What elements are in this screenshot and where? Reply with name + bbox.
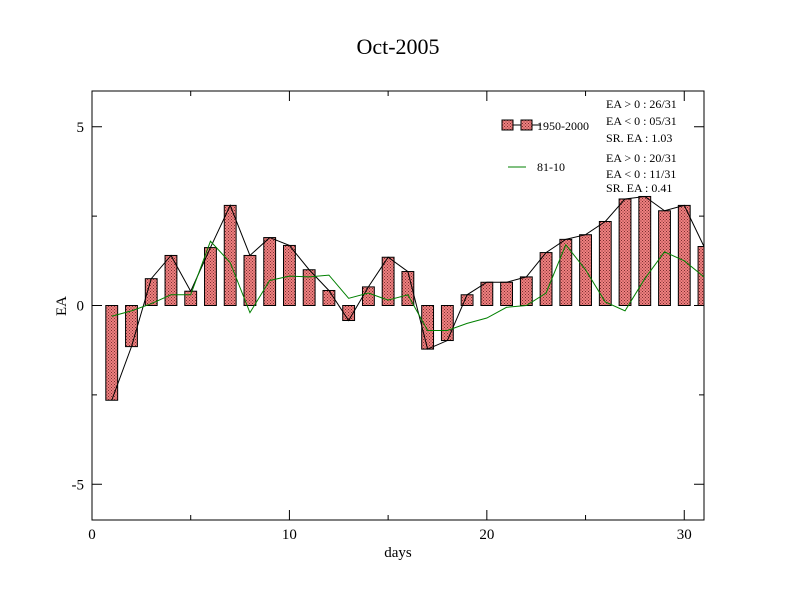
y-axis-label: EA [54, 296, 70, 316]
series-line-81-10 [111, 240, 705, 332]
bar-day-23 [539, 252, 553, 306]
axis-ticks: 0 10 20 30 -5 0 5 [72, 91, 704, 543]
y-tick-label: 5 [77, 120, 85, 136]
bar-day-11 [302, 269, 316, 306]
bar-day-20 [480, 281, 494, 307]
bar-day-18 [440, 305, 454, 342]
stat-1950-positive: EA > 0 : 26/31 [606, 97, 677, 111]
stat-1950-sr: SR. EA : 1.03 [606, 131, 672, 145]
bar-day-22 [519, 276, 533, 306]
legend-bar-swatch-left [501, 119, 514, 131]
legend-label-bars: 1950-2000 [537, 119, 589, 133]
y-tick-label: 0 [77, 299, 85, 315]
stat-8110-negative: EA < 0 : 11/31 [606, 167, 676, 181]
legend: 1950-2000 81-10 [501, 119, 589, 174]
bar-day-9 [263, 237, 277, 306]
stats-block: EA > 0 : 26/31 EA < 0 : 05/31 SR. EA : 1… [606, 97, 677, 195]
bar-day-10 [282, 244, 296, 307]
y-tick-label: -5 [72, 477, 85, 493]
bar-day-8 [243, 254, 257, 306]
x-tick-label: 10 [282, 527, 297, 543]
chart-title: Oct-2005 [356, 34, 439, 59]
x-tick-label: 0 [88, 527, 96, 543]
stat-1950-negative: EA < 0 : 05/31 [606, 114, 677, 128]
x-axis-label: days [384, 545, 412, 561]
x-tick-label: 20 [479, 527, 494, 543]
bar-day-26 [598, 220, 612, 306]
bar-day-21 [500, 281, 514, 307]
x-tick-label: 30 [677, 527, 692, 543]
bar-day-12 [322, 289, 336, 306]
legend-bar-swatch-right [520, 119, 533, 131]
bar-day-28 [638, 195, 652, 306]
bar-day-17 [421, 305, 435, 350]
stat-8110-positive: EA > 0 : 20/31 [606, 151, 677, 165]
bar-connector-line [111, 195, 705, 401]
bar-day-14 [361, 286, 375, 307]
bar-day-7 [223, 204, 237, 306]
line-series [111, 195, 705, 401]
bar-day-31 [697, 246, 705, 306]
stat-8110-sr: SR. EA : 0.41 [606, 181, 672, 195]
bar-series [105, 195, 705, 401]
bar-day-1 [105, 305, 119, 401]
bar-day-30 [677, 204, 691, 306]
bar-day-27 [618, 198, 632, 306]
legend-label-line: 81-10 [537, 160, 565, 174]
